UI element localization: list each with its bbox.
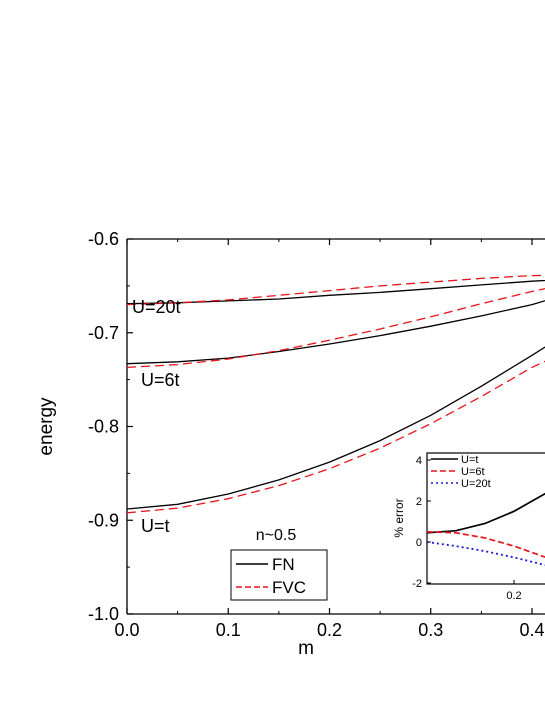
annotation-u6t: U=6t: [141, 370, 180, 390]
inset-series-line-ut: [427, 492, 545, 534]
series-line-fvc-u20t: [127, 274, 545, 306]
main-legend-box: [230, 549, 328, 601]
inset-series-line-u6t: [427, 530, 545, 558]
inset-y-axis-label: % error: [392, 498, 406, 537]
x-tick-label: 0.1: [216, 620, 241, 640]
main-axes: 0.0 0.1 0.2 0.3 0.4 -1.0 -0.9 -0.8 -0.7 -0.6 m ener…: [36, 229, 545, 659]
series-line-fvc-ut: [127, 360, 545, 514]
inset-x-tick-label: 0.2: [506, 590, 521, 602]
inset-y-tick-label: 2: [416, 496, 422, 508]
inset-legend: U=tU=6tU=20t: [431, 454, 491, 490]
legend-label-fvc: FVC: [272, 578, 306, 597]
main-curves: [127, 274, 545, 514]
y-tick-label: -0.6: [88, 229, 119, 249]
inset-curves: [427, 492, 545, 566]
annotation-u20t: U=20t: [132, 297, 181, 317]
series-line-fn-u6t: [127, 300, 545, 365]
series-line-fn-u20t: [127, 279, 545, 305]
x-tick-label: 0.0: [114, 620, 139, 640]
inset-legend-label: U=20t: [461, 478, 491, 490]
y-axis-label: energy: [36, 397, 57, 456]
x-tick-label: 0.2: [317, 620, 342, 640]
series-line-fn-ut: [127, 346, 545, 510]
inset-y-tick-label: -2: [412, 578, 422, 590]
annotation-ut: U=t: [141, 516, 170, 536]
y-tick-label: -0.7: [88, 323, 119, 343]
inset-y-tick-label: 0: [416, 537, 422, 549]
inset-legend-label: U=t: [461, 454, 478, 466]
x-tick-label: 0.4: [519, 620, 544, 640]
x-tick-label: 0.3: [418, 620, 443, 640]
y-tick-label: -0.8: [88, 417, 119, 437]
legend-label-fn: FN: [272, 555, 295, 574]
inset-frame: [426, 452, 545, 585]
y-tick-label: -0.9: [88, 510, 119, 530]
x-axis-label: m: [298, 638, 314, 659]
main-legend: FN FVC: [230, 549, 328, 601]
annotation-filling: n~0.5: [256, 527, 297, 544]
inset-legend-label: U=6t: [461, 466, 485, 478]
y-tick-label: -1.0: [88, 604, 119, 624]
inset-y-tick-label: 4: [416, 455, 422, 467]
series-line-fvc-u6t: [127, 287, 545, 369]
